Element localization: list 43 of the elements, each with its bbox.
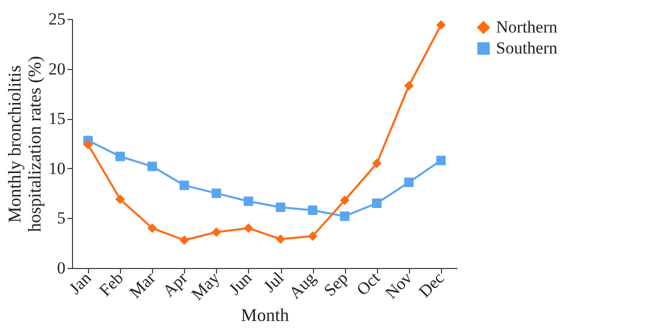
- point: [308, 205, 318, 215]
- point: [436, 156, 446, 166]
- x-tick-label: Jun: [225, 268, 256, 299]
- legend-label: Southern: [496, 38, 558, 58]
- y-tick-label: 20: [48, 59, 66, 78]
- point: [212, 188, 222, 198]
- x-axis-title: Month: [240, 305, 290, 326]
- x-tick-label: Dec: [415, 268, 448, 302]
- x-tick-label: Oct: [352, 268, 384, 300]
- point: [404, 178, 414, 188]
- point: [372, 158, 382, 168]
- point: [308, 231, 318, 241]
- point: [436, 20, 446, 30]
- legend-label: Northern: [496, 18, 558, 36]
- point: [147, 223, 157, 233]
- point: [244, 196, 254, 206]
- point: [276, 202, 286, 212]
- y-tick-label: 0: [57, 258, 66, 278]
- point: [83, 140, 93, 150]
- point: [276, 234, 286, 244]
- y-tick-label: 25: [48, 10, 66, 28]
- x-tick-label: Aug: [285, 268, 320, 303]
- point: [212, 227, 222, 237]
- point: [115, 194, 125, 204]
- x-tick-label: Feb: [96, 268, 127, 300]
- point: [404, 80, 414, 90]
- point: [115, 152, 125, 162]
- x-tick-label: Jul: [260, 268, 288, 296]
- x-tick-label: Nov: [382, 268, 416, 303]
- x-tick-label: Sep: [320, 268, 352, 300]
- point: [372, 198, 382, 208]
- y-tick-label: 10: [48, 158, 66, 178]
- y-axis-title: Monthly bronchiolitis hospitalization rates (%): [4, 56, 44, 232]
- point: [244, 223, 254, 233]
- point: [340, 196, 350, 206]
- point: [180, 235, 190, 245]
- point: [180, 180, 190, 190]
- point: [340, 211, 350, 221]
- y-tick-label: 15: [48, 109, 66, 128]
- x-tick-label: Mar: [126, 268, 160, 302]
- y-tick-label: 5: [57, 208, 66, 228]
- x-tick-label: Jan: [65, 268, 96, 298]
- point: [147, 162, 157, 172]
